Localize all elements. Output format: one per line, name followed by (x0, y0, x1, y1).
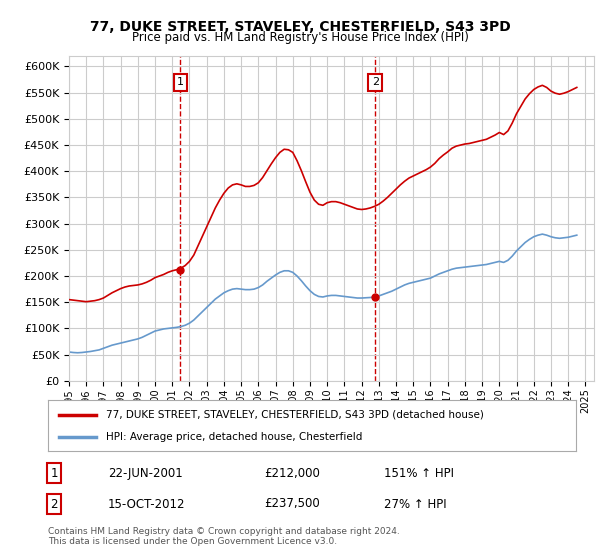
Text: 77, DUKE STREET, STAVELEY, CHESTERFIELD, S43 3PD: 77, DUKE STREET, STAVELEY, CHESTERFIELD,… (89, 20, 511, 34)
Text: 27% ↑ HPI: 27% ↑ HPI (384, 497, 446, 511)
Text: £237,500: £237,500 (264, 497, 320, 511)
Text: Price paid vs. HM Land Registry's House Price Index (HPI): Price paid vs. HM Land Registry's House … (131, 31, 469, 44)
Text: 2: 2 (50, 497, 58, 511)
Text: Contains HM Land Registry data © Crown copyright and database right 2024.
This d: Contains HM Land Registry data © Crown c… (48, 526, 400, 546)
Text: 1: 1 (50, 466, 58, 480)
Text: 22-JUN-2001: 22-JUN-2001 (108, 466, 183, 480)
Text: 77, DUKE STREET, STAVELEY, CHESTERFIELD, S43 3PD (detached house): 77, DUKE STREET, STAVELEY, CHESTERFIELD,… (106, 409, 484, 419)
Text: 15-OCT-2012: 15-OCT-2012 (108, 497, 185, 511)
Text: HPI: Average price, detached house, Chesterfield: HPI: Average price, detached house, Ches… (106, 432, 362, 442)
Text: 1: 1 (177, 77, 184, 87)
Text: 2: 2 (371, 77, 379, 87)
Text: 151% ↑ HPI: 151% ↑ HPI (384, 466, 454, 480)
Text: £212,000: £212,000 (264, 466, 320, 480)
